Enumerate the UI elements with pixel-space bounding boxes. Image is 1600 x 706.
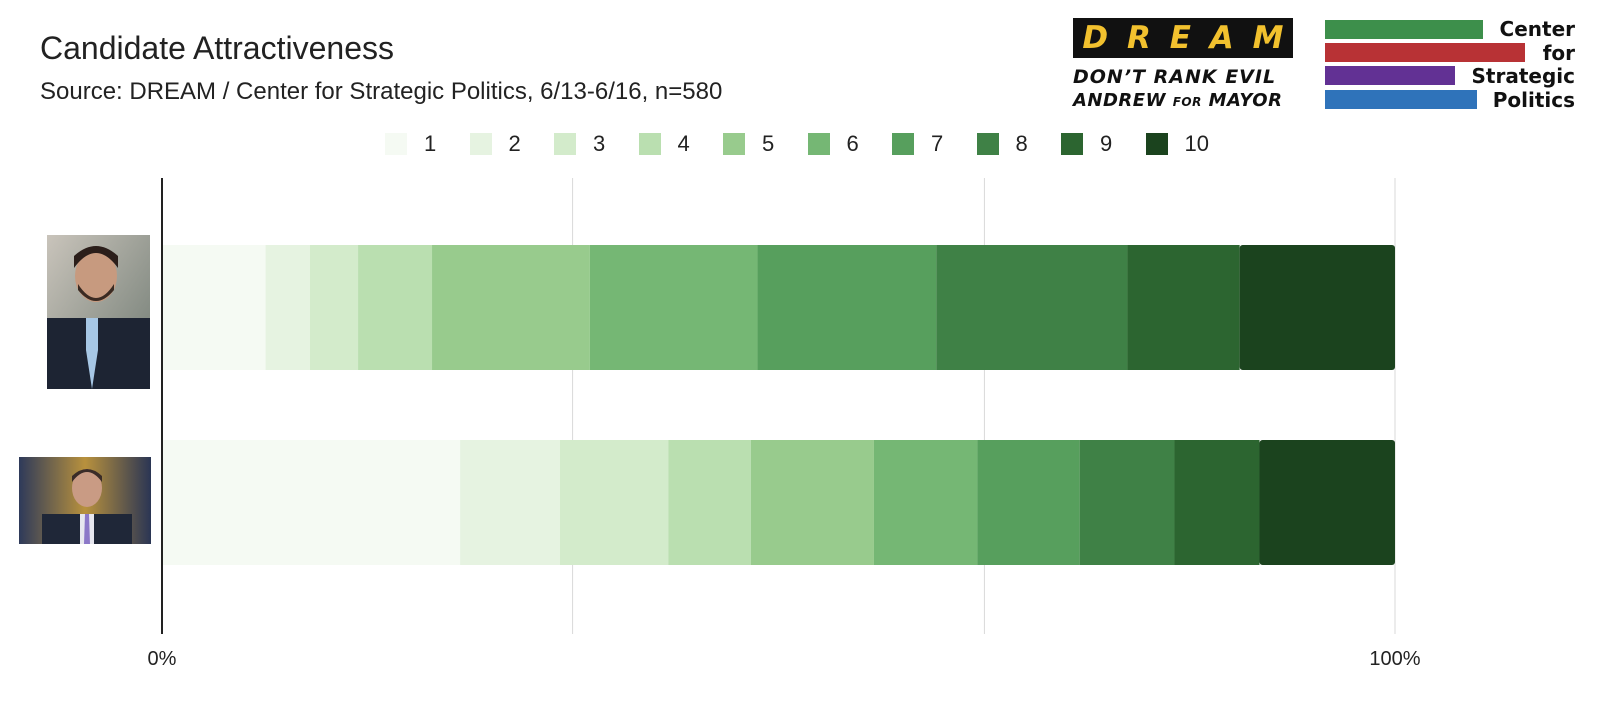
legend-label: 9 bbox=[1100, 131, 1113, 156]
bar-segment-row1-rating-7 bbox=[757, 245, 937, 370]
bar-segment-row2-rating-3 bbox=[559, 440, 669, 565]
csp-logo-bar-purple bbox=[1325, 66, 1455, 85]
legend-item: 2 bbox=[469, 131, 521, 157]
bar-segment-row2-rating-7 bbox=[977, 440, 1080, 565]
bar-segment-row1-rating-2 bbox=[265, 245, 310, 370]
legend-swatch bbox=[892, 133, 914, 155]
bar-segment-row1-rating-8 bbox=[936, 245, 1128, 370]
legend-label: 5 bbox=[762, 131, 775, 156]
legend-item: 6 bbox=[807, 131, 859, 157]
legend-swatch bbox=[469, 133, 492, 155]
x-tick-0: 0% bbox=[147, 648, 177, 670]
csp-word: Center bbox=[1499, 17, 1575, 41]
bar-segment-row2-rating-10 bbox=[1259, 440, 1395, 565]
bar-segment-row1-rating-10 bbox=[1239, 245, 1395, 370]
csp-word: for bbox=[1542, 41, 1575, 65]
candidate-photo-2 bbox=[19, 457, 151, 544]
chart-subtitle: Source: DREAM / Center for Strategic Pol… bbox=[40, 78, 723, 105]
legend-label: 3 bbox=[593, 131, 606, 156]
bar-segment-row2-rating-4 bbox=[668, 440, 751, 565]
legend-swatch bbox=[976, 133, 999, 155]
legend-label: 6 bbox=[846, 131, 859, 156]
csp-word: Strategic bbox=[1471, 64, 1575, 88]
legend-swatch bbox=[638, 133, 661, 155]
bar-segment-row1-rating-5 bbox=[432, 245, 590, 370]
chart-title: Candidate Attractiveness bbox=[40, 30, 394, 66]
dream-tagline-2: ANDREW FOR MAYOR bbox=[1073, 90, 1283, 111]
legend-swatch bbox=[1145, 133, 1168, 155]
legend-item: 3 bbox=[554, 131, 605, 157]
legend-label: 7 bbox=[931, 131, 944, 156]
bar-segment-row2-rating-9 bbox=[1174, 440, 1260, 565]
dream-letter: R bbox=[1127, 20, 1151, 56]
csp-logo: Center for Strategic Politics bbox=[1325, 18, 1575, 118]
legend-swatch bbox=[1061, 133, 1083, 155]
legend-swatch bbox=[385, 133, 407, 155]
csp-word: Politics bbox=[1492, 88, 1575, 112]
legend-label: 8 bbox=[1015, 131, 1028, 156]
bar-segment-row1-rating-4 bbox=[358, 245, 433, 370]
legend-swatch bbox=[807, 133, 830, 155]
chart-legend: 1 2 3 4 5 6 7 8 9 10 bbox=[0, 131, 1600, 161]
bar-segment-row2-rating-8 bbox=[1079, 440, 1175, 565]
x-tick-100: 100% bbox=[1369, 648, 1421, 670]
bars bbox=[162, 245, 1395, 565]
candidate-photo-1 bbox=[47, 235, 150, 389]
bar-segment-row2-rating-6 bbox=[873, 440, 978, 565]
dream-letter: A bbox=[1209, 20, 1234, 56]
bar-segment-row2-rating-2 bbox=[460, 440, 560, 565]
legend-label: 2 bbox=[508, 131, 521, 156]
csp-logo-bar-blue bbox=[1325, 90, 1477, 109]
legend-item: 4 bbox=[638, 131, 690, 157]
bar-segment-row1-rating-6 bbox=[589, 245, 758, 370]
dream-letter: D bbox=[1082, 20, 1109, 56]
bar-segment-row2-rating-1 bbox=[162, 440, 461, 565]
legend-item: 9 bbox=[1061, 131, 1112, 157]
legend-label: 4 bbox=[677, 131, 690, 156]
legend-item: 5 bbox=[723, 131, 774, 157]
dream-logo-box: D R E A M bbox=[1073, 18, 1293, 58]
legend-item: 8 bbox=[976, 131, 1028, 157]
dream-tagline-1: DON’T RANK EVIL bbox=[1073, 66, 1277, 88]
bar-segment-row1-rating-9 bbox=[1127, 245, 1240, 370]
csp-logo-bar-green bbox=[1325, 20, 1483, 39]
bar-segment-row1-rating-1 bbox=[162, 245, 266, 370]
legend-item: 10 bbox=[1145, 131, 1209, 157]
bar-segment-row2-rating-5 bbox=[750, 440, 874, 565]
dream-letter: E bbox=[1169, 20, 1191, 56]
legend-label: 1 bbox=[424, 131, 437, 156]
bar-segment-row1-rating-3 bbox=[309, 245, 359, 370]
legend-swatch bbox=[554, 133, 576, 155]
legend-item: 1 bbox=[385, 131, 436, 157]
dream-logo: D R E A M DON’T RANK EVIL ANDREW FOR MAY… bbox=[1073, 18, 1293, 111]
legend-swatch bbox=[723, 133, 745, 155]
legend-label: 10 bbox=[1184, 131, 1209, 156]
dream-letter: M bbox=[1252, 20, 1284, 56]
legend-item: 7 bbox=[892, 131, 943, 157]
csp-logo-bar-red bbox=[1325, 43, 1525, 62]
